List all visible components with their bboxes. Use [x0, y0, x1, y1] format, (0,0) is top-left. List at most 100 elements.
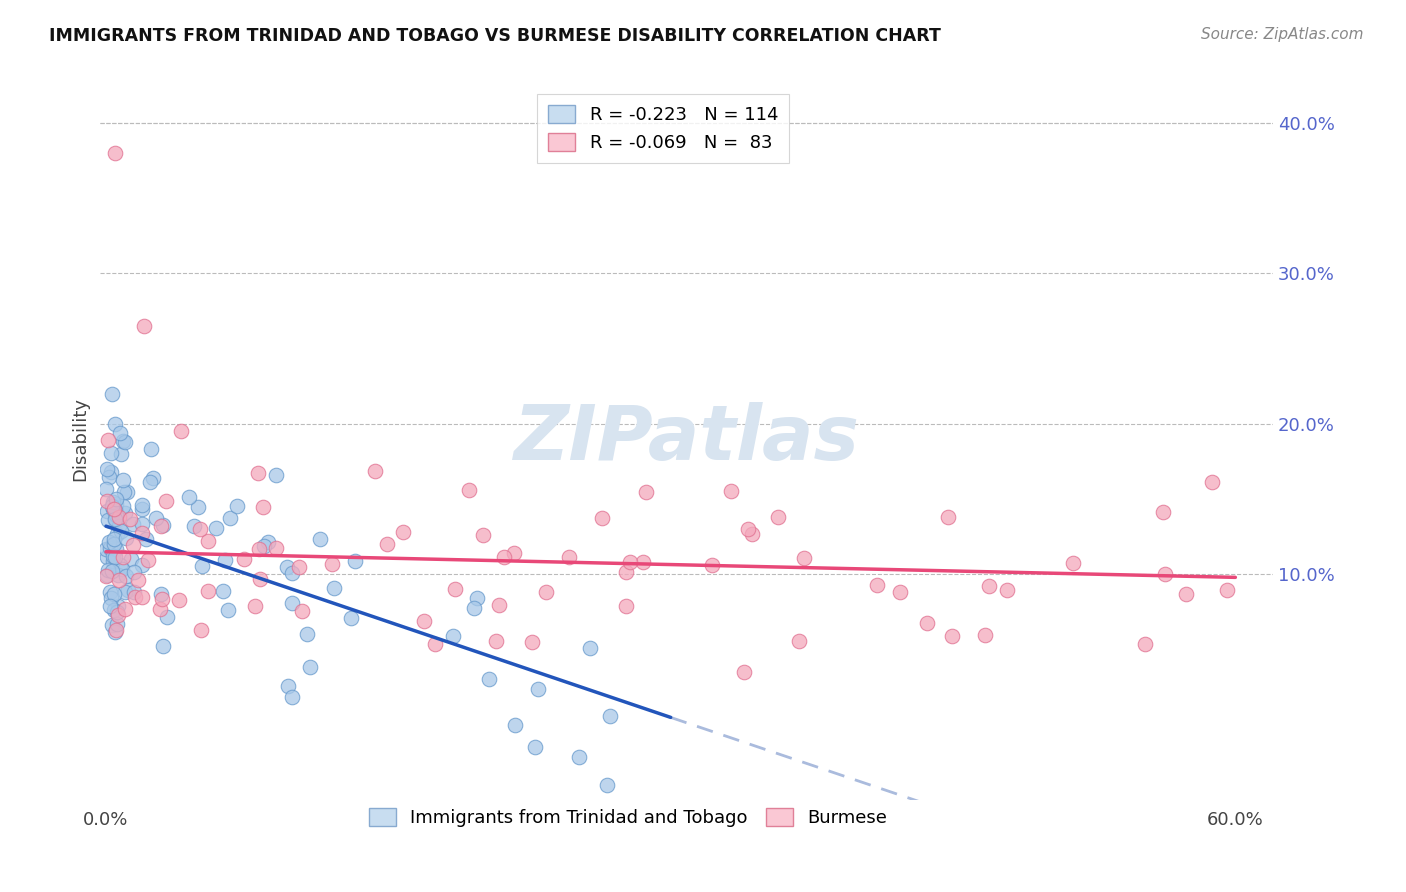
Point: [280, 690, 302, 705]
Point: [536, 585, 558, 599]
Point: [132, 318, 155, 333]
Point: [522, 635, 544, 649]
Point: [889, 585, 911, 599]
Point: [155, 494, 177, 508]
Point: [364, 464, 387, 478]
Point: [94, 483, 117, 497]
Point: [103, 532, 125, 546]
Point: [524, 740, 547, 755]
Text: Source: ZipAtlas.com: Source: ZipAtlas.com: [1201, 27, 1364, 42]
Point: [277, 679, 299, 693]
Point: [527, 682, 550, 697]
Point: [188, 522, 211, 536]
Point: [111, 562, 134, 576]
Point: [457, 483, 479, 497]
Point: [114, 435, 136, 450]
Point: [96, 494, 118, 508]
Point: [264, 467, 287, 482]
Point: [138, 475, 160, 490]
Point: [167, 593, 190, 607]
Point: [131, 526, 153, 541]
Point: [936, 510, 959, 524]
Point: [98, 585, 121, 599]
Point: [256, 535, 278, 549]
Point: [96, 541, 118, 556]
Point: [974, 628, 997, 642]
Point: [915, 615, 938, 630]
Point: [979, 579, 1001, 593]
Point: [141, 442, 163, 457]
Point: [339, 611, 361, 625]
Point: [298, 660, 321, 674]
Point: [110, 447, 132, 461]
Point: [103, 501, 125, 516]
Point: [1153, 567, 1175, 582]
Point: [276, 560, 298, 574]
Point: [787, 634, 810, 648]
Point: [631, 555, 654, 569]
Point: [1175, 587, 1198, 601]
Point: [280, 566, 302, 581]
Point: [122, 517, 145, 532]
Point: [505, 717, 527, 731]
Point: [101, 495, 124, 509]
Point: [105, 605, 128, 619]
Point: [107, 608, 129, 623]
Point: [104, 491, 127, 506]
Point: [463, 601, 485, 615]
Point: [100, 445, 122, 459]
Point: [472, 528, 495, 542]
Point: [112, 434, 135, 449]
Point: [108, 425, 131, 440]
Point: [105, 515, 128, 529]
Point: [105, 623, 128, 637]
Point: [115, 485, 138, 500]
Point: [150, 591, 173, 606]
Point: [441, 629, 464, 643]
Point: [211, 583, 233, 598]
Point: [107, 519, 129, 533]
Point: [413, 614, 436, 628]
Point: [478, 672, 501, 686]
Point: [101, 549, 124, 563]
Point: [131, 501, 153, 516]
Point: [219, 511, 242, 525]
Point: [1133, 637, 1156, 651]
Point: [375, 537, 398, 551]
Point: [104, 625, 127, 640]
Point: [117, 583, 139, 598]
Point: [197, 583, 219, 598]
Point: [115, 569, 138, 583]
Point: [156, 609, 179, 624]
Point: [793, 550, 815, 565]
Legend: Immigrants from Trinidad and Tobago, Burmese: Immigrants from Trinidad and Tobago, Bur…: [361, 801, 894, 835]
Point: [443, 582, 465, 596]
Point: [152, 518, 174, 533]
Point: [104, 512, 127, 526]
Point: [118, 512, 141, 526]
Point: [1201, 475, 1223, 489]
Point: [97, 563, 120, 577]
Point: [104, 550, 127, 565]
Point: [114, 584, 136, 599]
Point: [700, 558, 723, 572]
Point: [105, 497, 128, 511]
Point: [127, 573, 149, 587]
Point: [124, 590, 146, 604]
Point: [253, 539, 276, 553]
Point: [247, 541, 270, 556]
Point: [1062, 556, 1084, 570]
Point: [131, 516, 153, 531]
Point: [232, 552, 254, 566]
Point: [100, 617, 122, 632]
Point: [105, 617, 128, 632]
Point: [97, 434, 120, 448]
Point: [108, 509, 131, 524]
Point: [152, 640, 174, 654]
Point: [150, 587, 173, 601]
Point: [344, 554, 367, 568]
Point: [96, 549, 118, 564]
Point: [98, 599, 121, 614]
Point: [114, 601, 136, 615]
Point: [107, 599, 129, 614]
